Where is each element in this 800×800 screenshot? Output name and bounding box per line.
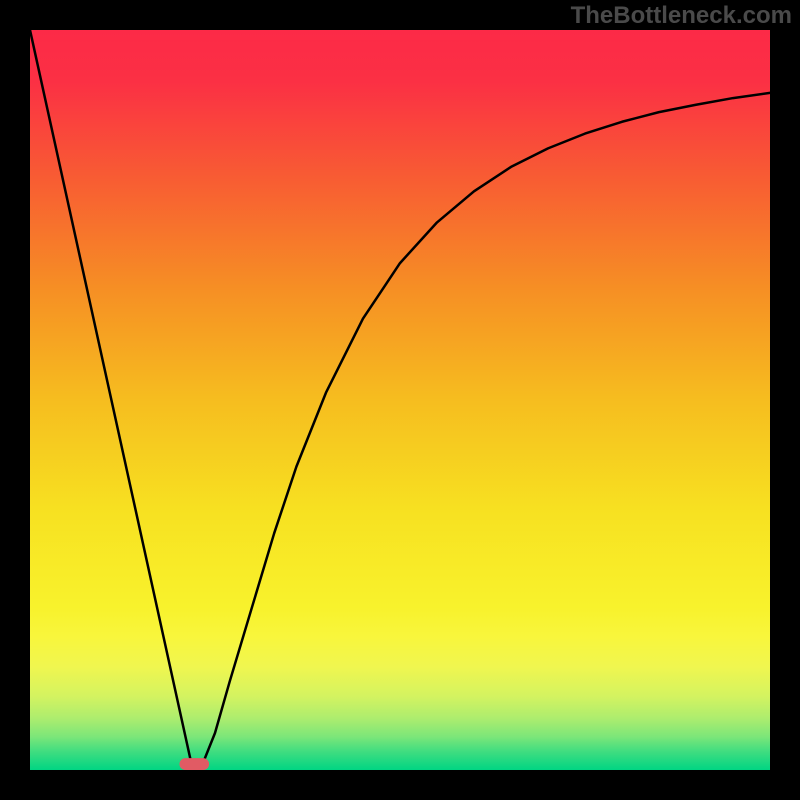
bottleneck-chart bbox=[0, 0, 800, 800]
gradient-background bbox=[30, 30, 770, 770]
chart-container: { "watermark": { "text": "TheBottleneck.… bbox=[0, 0, 800, 800]
optimal-marker bbox=[179, 758, 209, 770]
watermark-text: TheBottleneck.com bbox=[571, 2, 792, 30]
